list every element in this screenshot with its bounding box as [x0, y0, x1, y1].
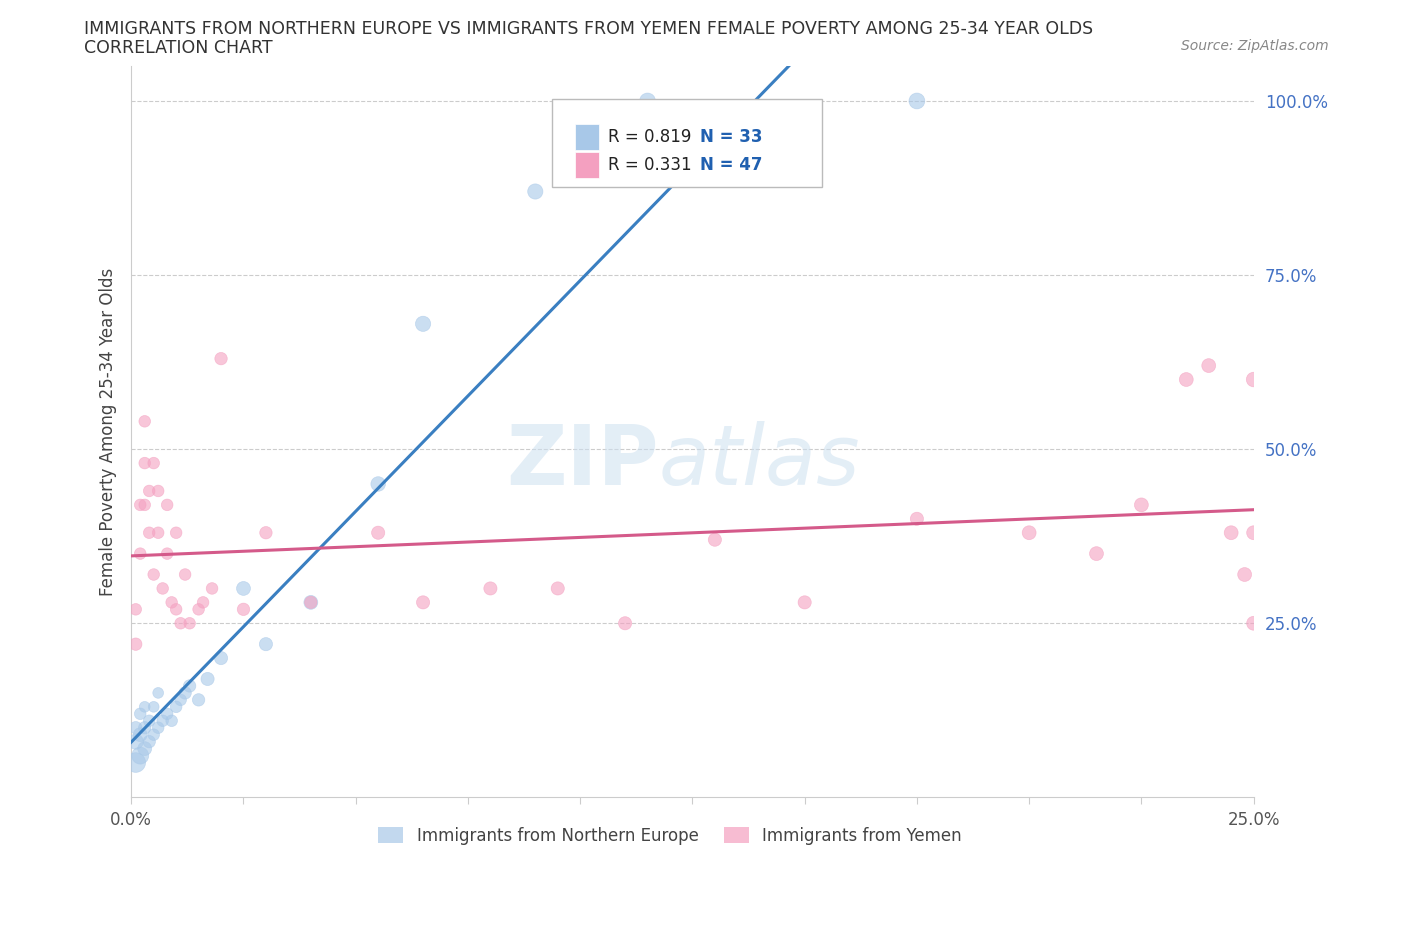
Text: atlas: atlas	[659, 420, 860, 501]
Point	[547, 581, 569, 596]
Point	[367, 476, 389, 491]
Point	[1018, 525, 1040, 540]
Point	[254, 637, 277, 652]
Point	[614, 616, 637, 631]
Point	[524, 184, 547, 199]
Point	[187, 693, 209, 708]
Point	[160, 713, 183, 728]
Point	[142, 699, 165, 714]
Point	[367, 525, 389, 540]
Point	[209, 651, 232, 666]
Point	[174, 685, 197, 700]
Point	[138, 734, 160, 749]
Point	[1220, 525, 1243, 540]
Point	[179, 616, 201, 631]
Point	[129, 727, 152, 742]
Point	[209, 352, 232, 366]
Point	[1085, 546, 1108, 561]
Point	[134, 456, 156, 471]
Point	[152, 581, 174, 596]
Legend: Immigrants from Northern Europe, Immigrants from Yemen: Immigrants from Northern Europe, Immigra…	[371, 820, 969, 851]
Point	[138, 713, 160, 728]
Point	[169, 616, 191, 631]
Point	[197, 671, 219, 686]
Point	[129, 748, 152, 763]
Point	[169, 693, 191, 708]
Point	[142, 456, 165, 471]
Point	[905, 512, 928, 526]
Point	[479, 581, 502, 596]
Point	[156, 707, 179, 722]
Point	[134, 741, 156, 756]
Point	[156, 498, 179, 512]
Point	[125, 755, 148, 770]
Point	[142, 567, 165, 582]
Text: ZIP: ZIP	[506, 420, 659, 501]
Point	[299, 595, 322, 610]
Point	[134, 414, 156, 429]
Point	[138, 484, 160, 498]
Point	[165, 699, 187, 714]
Point	[1243, 372, 1265, 387]
Point	[138, 525, 160, 540]
Point	[156, 546, 179, 561]
Point	[165, 525, 187, 540]
Point	[142, 727, 165, 742]
Point	[254, 525, 277, 540]
Point	[129, 498, 152, 512]
Text: Source: ZipAtlas.com: Source: ZipAtlas.com	[1181, 39, 1329, 53]
Point	[201, 581, 224, 596]
Point	[148, 525, 170, 540]
Point	[134, 498, 156, 512]
Text: CORRELATION CHART: CORRELATION CHART	[84, 39, 273, 57]
Point	[412, 595, 434, 610]
Point	[134, 721, 156, 736]
FancyBboxPatch shape	[553, 100, 821, 187]
FancyBboxPatch shape	[575, 153, 599, 178]
Point	[232, 581, 254, 596]
Point	[148, 721, 170, 736]
Point	[125, 734, 148, 749]
Point	[125, 602, 148, 617]
Point	[125, 637, 148, 652]
FancyBboxPatch shape	[575, 125, 599, 150]
Point	[299, 595, 322, 610]
Point	[187, 602, 209, 617]
Point	[793, 595, 815, 610]
Point	[179, 679, 201, 694]
Point	[1198, 358, 1220, 373]
Point	[412, 316, 434, 331]
Point	[174, 567, 197, 582]
Text: N = 47: N = 47	[700, 156, 763, 174]
Point	[129, 546, 152, 561]
Point	[134, 699, 156, 714]
Point	[148, 685, 170, 700]
Point	[129, 707, 152, 722]
Point	[637, 94, 659, 109]
Point	[152, 713, 174, 728]
Text: R = 0.819: R = 0.819	[609, 128, 692, 146]
Point	[1233, 567, 1256, 582]
Point	[1130, 498, 1153, 512]
Point	[191, 595, 214, 610]
Point	[165, 602, 187, 617]
Point	[1243, 525, 1265, 540]
Point	[160, 595, 183, 610]
Point	[703, 532, 725, 547]
Text: R = 0.331: R = 0.331	[609, 156, 692, 174]
Point	[1243, 616, 1265, 631]
Point	[148, 484, 170, 498]
Point	[1175, 372, 1198, 387]
Point	[905, 94, 928, 109]
Y-axis label: Female Poverty Among 25-34 Year Olds: Female Poverty Among 25-34 Year Olds	[100, 268, 117, 596]
Point	[232, 602, 254, 617]
Text: N = 33: N = 33	[700, 128, 763, 146]
Point	[125, 721, 148, 736]
Text: IMMIGRANTS FROM NORTHERN EUROPE VS IMMIGRANTS FROM YEMEN FEMALE POVERTY AMONG 25: IMMIGRANTS FROM NORTHERN EUROPE VS IMMIG…	[84, 20, 1094, 38]
